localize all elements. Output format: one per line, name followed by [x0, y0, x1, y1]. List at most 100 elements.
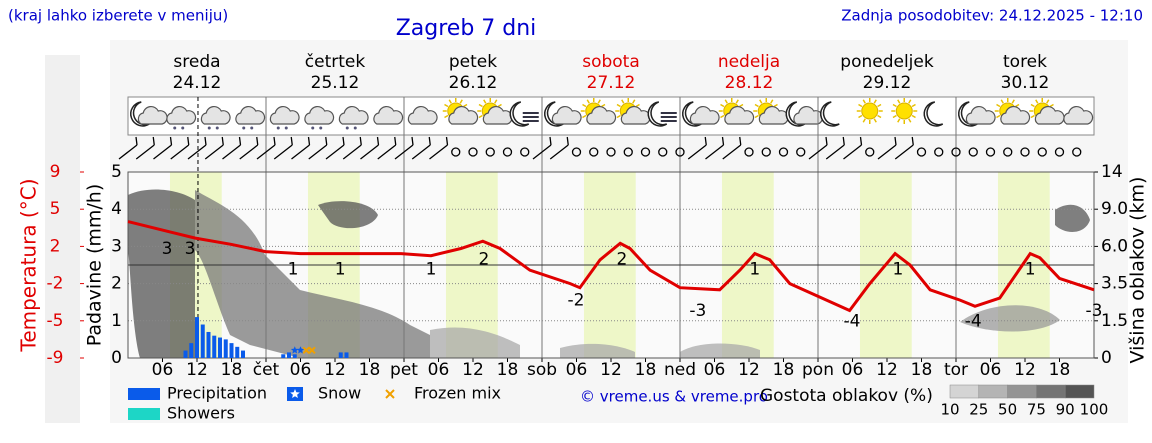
snowflake — [276, 126, 280, 130]
calm — [744, 147, 754, 157]
density-scale-label: 100 — [1080, 401, 1109, 419]
sun-ray — [1035, 99, 1039, 104]
x-tick-label: 18 — [221, 360, 243, 380]
calm — [571, 147, 582, 157]
sun-ray — [616, 103, 621, 108]
weather-icon — [1063, 105, 1094, 125]
density-swatch — [949, 384, 980, 399]
cloud-density — [128, 189, 1090, 358]
wind-barb — [687, 144, 707, 160]
y2-axis-label: Višina oblakov (km) — [1127, 177, 1149, 364]
wind-feather — [307, 136, 311, 146]
cloud — [965, 105, 996, 125]
y-axis-label: Padavine (mm/h) — [84, 184, 106, 347]
sun-ray — [908, 99, 912, 104]
wind-barb — [118, 144, 138, 160]
moon — [923, 101, 944, 127]
wind-barb — [377, 144, 397, 160]
sun-ray — [497, 103, 502, 108]
precip-bar — [200, 324, 205, 358]
calm — [451, 147, 461, 157]
wind-barb — [808, 144, 828, 160]
day-date: 28.12 — [725, 73, 774, 93]
sun-ray — [862, 118, 866, 123]
weather-icon — [682, 101, 720, 127]
wind-feather — [169, 136, 173, 146]
temp-label: 1 — [749, 260, 760, 280]
density-scale-label: 90 — [1056, 401, 1075, 419]
wind-barb — [170, 144, 190, 160]
weather-icon — [166, 105, 197, 130]
density-swatch — [1036, 384, 1066, 399]
sun-ray — [1011, 99, 1015, 104]
credit: © vreme.us & vreme.pro — [580, 388, 768, 406]
cloud — [304, 105, 335, 125]
wind-feather — [721, 136, 725, 146]
precip-bar — [344, 352, 349, 358]
temp-label: -3 — [689, 301, 706, 321]
calm — [1020, 147, 1030, 157]
wind-barb — [429, 144, 448, 160]
sun-ray — [1015, 103, 1020, 108]
y-tick-label: 3 — [111, 236, 122, 256]
calm — [916, 147, 927, 157]
wind-feather — [238, 136, 242, 146]
snow-mark — [296, 346, 305, 354]
x-tick-label: 18 — [497, 360, 519, 380]
legend-label: Frozen mix — [414, 384, 501, 403]
sun-ray — [448, 99, 452, 104]
weather-icon — [718, 98, 755, 125]
day-date: 25.12 — [311, 73, 360, 93]
y-tick-label: 1 — [111, 311, 122, 331]
wind-feather — [273, 136, 276, 146]
weather-icon — [1029, 98, 1065, 125]
cloud — [551, 105, 582, 125]
snowflake — [319, 126, 323, 130]
snowflake — [181, 126, 185, 130]
cloud — [724, 105, 755, 125]
temp-label: 1 — [426, 260, 437, 280]
wind-barb — [204, 144, 224, 160]
weather-icon — [200, 105, 231, 130]
wind-feather — [411, 136, 414, 146]
wind-barb — [325, 144, 345, 160]
calm — [796, 147, 806, 157]
cloud-blob — [128, 189, 195, 358]
snowflake — [207, 126, 211, 130]
temp-label: 1 — [288, 260, 299, 280]
wind-feather — [376, 136, 380, 146]
day-name: nedelja — [718, 52, 780, 72]
temp-label: 2 — [479, 249, 490, 269]
y-tick-label: 0 — [111, 348, 122, 368]
day-name: sobota — [582, 52, 640, 72]
x-tick-label: 12 — [462, 360, 484, 380]
density-label: Gostota oblakov (%) — [760, 386, 933, 406]
x-tick-label: 06 — [704, 360, 726, 380]
calm — [675, 147, 685, 157]
weather-icon — [580, 98, 617, 125]
precip-bar — [183, 350, 188, 358]
weather-icon — [509, 101, 539, 127]
sun-ray — [877, 103, 882, 108]
wind-feather — [221, 136, 224, 146]
weather-icon — [820, 101, 840, 127]
sun-ray — [858, 114, 863, 119]
wind-barb — [722, 144, 742, 160]
wind-feather — [152, 136, 155, 146]
sun-ray — [459, 99, 463, 104]
temp-tick-label: -5 — [47, 311, 64, 331]
density-scale-label: 25 — [969, 401, 988, 419]
day-name: torek — [1003, 52, 1047, 72]
x-tick-label: 18 — [359, 360, 381, 380]
cloud — [448, 105, 479, 125]
cloud — [373, 105, 404, 125]
sun-ray — [996, 114, 1001, 119]
sun-ray — [444, 103, 449, 108]
precip-bar — [292, 354, 297, 358]
sun-ray — [632, 99, 636, 104]
day-name: sreda — [173, 52, 220, 72]
sun-ray — [908, 118, 912, 123]
sun-ray — [1000, 99, 1004, 104]
weather-icon — [269, 105, 300, 130]
day-date: 27.12 — [587, 73, 636, 93]
